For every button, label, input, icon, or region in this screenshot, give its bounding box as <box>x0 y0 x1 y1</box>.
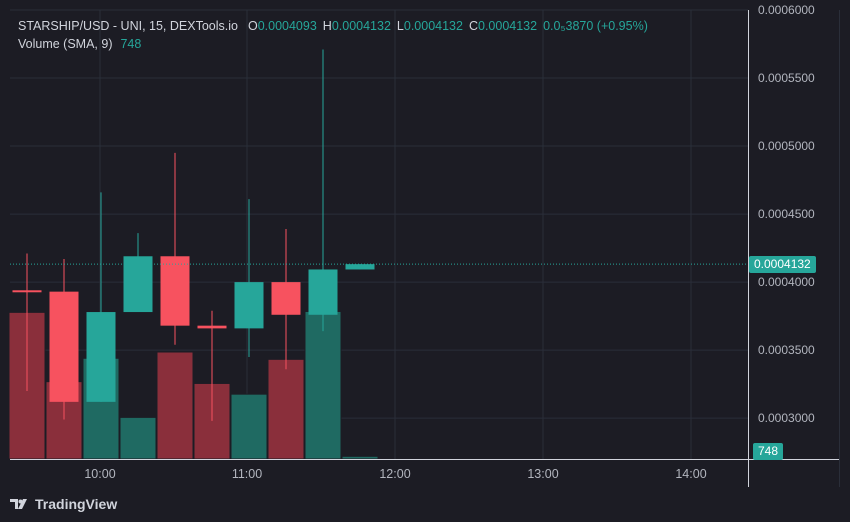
y-tick-label: 0.0004500 <box>758 207 815 221</box>
candle-body <box>123 256 153 313</box>
volume-bar <box>267 358 305 460</box>
tradingview-logo-icon <box>10 499 27 509</box>
volume-bar <box>230 393 268 460</box>
x-tick-label: 11:00 <box>232 467 262 481</box>
x-tick-label: 14:00 <box>675 467 706 481</box>
symbol-title[interactable]: STARSHIP/USD - UNI, 15, DEXTools.io <box>18 19 238 33</box>
y-tick-label: 0.0005000 <box>758 139 815 153</box>
open-key: O <box>247 19 258 33</box>
volume-bar <box>341 455 379 460</box>
y-tick-label: 0.0006000 <box>758 3 815 17</box>
close-key: C <box>468 19 478 33</box>
last-price-tag: 0.0004132 <box>749 255 816 273</box>
y-tick-label: 0.0004000 <box>758 275 815 289</box>
volume-label[interactable]: Volume (SMA, 9) <box>18 37 113 51</box>
candle-body <box>197 325 227 329</box>
chart-legend: STARSHIP/USD - UNI, 15, DEXTools.io O 0.… <box>18 17 654 53</box>
candle-body <box>345 264 375 270</box>
candle-body <box>271 282 301 315</box>
high-key: H <box>322 19 332 33</box>
y-tick-label: 0.0003000 <box>758 411 815 425</box>
candle-body <box>308 269 338 315</box>
candle-body <box>12 290 42 293</box>
ohlc-legend: STARSHIP/USD - UNI, 15, DEXTools.io O 0.… <box>18 17 654 35</box>
low-value: 0.0004132 <box>403 19 463 33</box>
candle-body <box>234 282 264 329</box>
open-value: 0.0004093 <box>257 19 317 33</box>
volume-bar <box>119 416 157 460</box>
brand-name: TradingView <box>35 496 118 512</box>
candle-body <box>160 256 190 326</box>
volume-bar <box>156 351 194 460</box>
x-tick-label: 12:00 <box>379 467 410 481</box>
y-tick-label: 0.0005500 <box>758 71 815 85</box>
volume-legend: Volume (SMA, 9) 748 <box>18 35 654 53</box>
y-tick-label: 0.0003500 <box>758 343 815 357</box>
low-key: L <box>396 19 404 33</box>
tradingview-brand[interactable]: TradingView <box>10 496 117 512</box>
volume-value: 748 <box>120 37 142 51</box>
candle-body <box>49 291 79 402</box>
close-value: 0.0004132 <box>478 19 538 33</box>
x-tick-label: 13:00 <box>527 467 558 481</box>
volume-bar <box>304 310 342 460</box>
x-tick-label: 10:00 <box>84 467 115 481</box>
candle-body <box>86 312 116 402</box>
change-value: 0.0₅3870 (+0.95%) <box>543 19 648 33</box>
volume-tag: 748 <box>753 443 784 460</box>
high-value: 0.0004132 <box>331 19 391 33</box>
